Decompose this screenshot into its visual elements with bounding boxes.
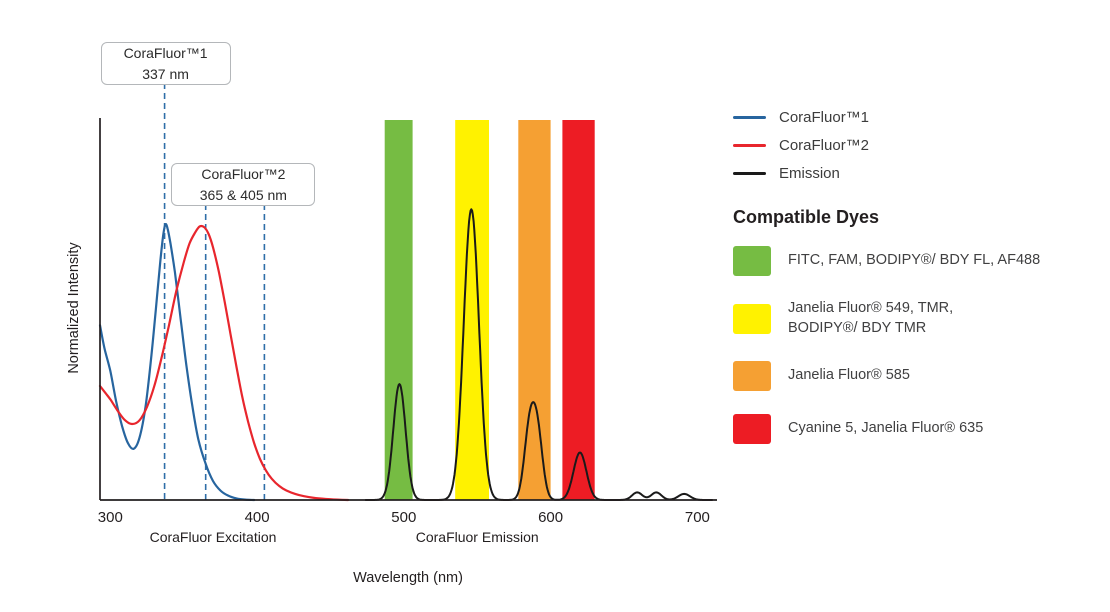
svg-text:300: 300 — [98, 509, 123, 526]
dye-swatch-red — [733, 414, 771, 445]
y-axis-label: Normalized Intensity — [66, 242, 82, 374]
dye-row-jf585: Janelia Fluor® 585 — [733, 361, 1093, 392]
dye-swatch-green — [733, 246, 771, 276]
legend-item-corafluor1: CoraFluor™1 — [733, 103, 1093, 131]
x-axis-label: Wavelength (nm) — [353, 570, 463, 586]
dye-label: Janelia Fluor® 585 — [788, 367, 910, 384]
compatible-dyes-heading: Compatible Dyes — [733, 207, 880, 227]
legend-item-corafluor2: CoraFluor™2 — [733, 131, 1093, 159]
dye-row-cy5-jf635: Cyanine 5, Janelia Fluor® 635 — [733, 414, 1093, 445]
callout-corafluor2-365-405: CoraFluor™2 365 & 405 nm — [171, 163, 316, 206]
legend-item-emission: Emission — [733, 159, 1093, 187]
svg-text:600: 600 — [538, 509, 563, 526]
dye-label: FITC, FAM, BODIPY®/ BDY FL, AF488 — [788, 252, 1041, 269]
callout-title: CoraFluor™1 — [123, 45, 208, 62]
dye-swatch-orange — [733, 361, 771, 392]
dye-swatch-yellow — [733, 303, 771, 334]
callout-value: 337 nm — [142, 65, 189, 82]
legend-line-label: CoraFluor™2 — [779, 136, 870, 154]
callout-corafluor1-337: CoraFluor™1 337 nm — [100, 42, 231, 85]
corafluor2-line-swatch — [733, 143, 766, 147]
svg-text:400: 400 — [245, 509, 270, 526]
svg-text:700: 700 — [685, 509, 710, 526]
dye-row-jf549-tmr: Janelia Fluor® 549, TMR, BODIPY®/ BDY TM… — [733, 299, 1093, 338]
legend-line-label: Emission — [779, 164, 840, 182]
callout-value: 365 & 405 nm — [199, 186, 287, 203]
axis-section-excitation: CoraFluor Excitation — [149, 529, 277, 545]
dye-row-fitc-fam: FITC, FAM, BODIPY®/ BDY FL, AF488 — [733, 246, 1093, 276]
svg-text:500: 500 — [391, 509, 416, 526]
axis-section-emission: CoraFluor Emission — [415, 529, 539, 545]
corafluor1-line-swatch — [733, 115, 766, 119]
emission-line-swatch — [733, 171, 766, 175]
legend-line-label: CoraFluor™1 — [779, 108, 870, 126]
dye-label: Janelia Fluor® 549, TMR, BODIPY®/ BDY TM… — [788, 300, 954, 336]
dye-label: Cyanine 5, Janelia Fluor® 635 — [788, 420, 984, 437]
legend: CoraFluor™1 CoraFluor™2 Emission Compati… — [733, 103, 1093, 467]
callout-title: CoraFluor™2 — [201, 166, 286, 183]
